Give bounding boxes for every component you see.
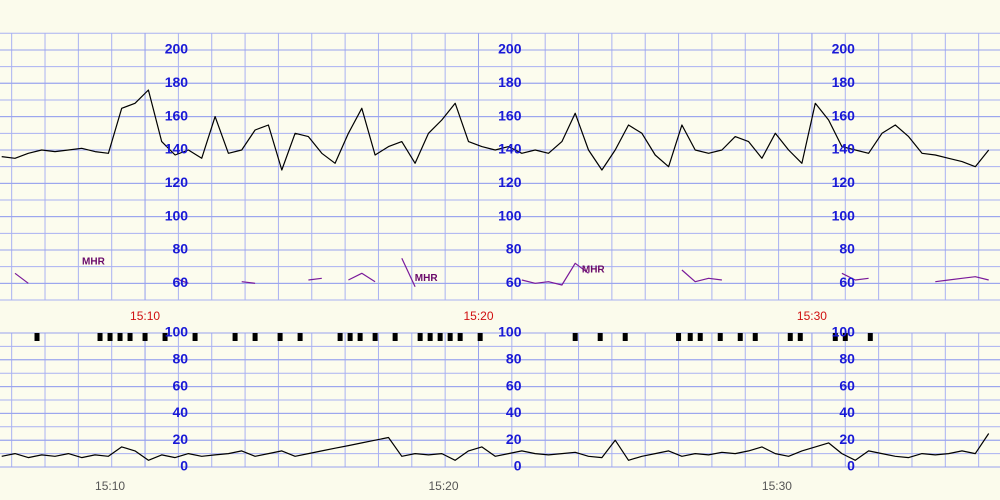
event-marker <box>867 333 873 341</box>
y-tick-label: 120 <box>832 174 856 190</box>
event-marker <box>697 333 703 341</box>
event-marker <box>477 333 483 341</box>
panel <box>0 332 1000 468</box>
y-tick-label: 160 <box>498 107 522 123</box>
y-tick-label: 180 <box>832 74 856 90</box>
event-marker <box>832 333 838 341</box>
event-marker <box>737 333 743 341</box>
event-marker <box>34 333 40 341</box>
y-tick-label: 60 <box>506 377 522 393</box>
y-tick-label: 80 <box>172 351 188 367</box>
y-tick-label: 200 <box>832 41 856 57</box>
event-marker <box>192 333 198 341</box>
event-marker <box>752 333 758 341</box>
event-marker <box>676 333 682 341</box>
y-tick-label: 200 <box>165 41 189 57</box>
event-marker <box>142 333 148 341</box>
y-tick-label: 60 <box>839 377 855 393</box>
event-marker <box>277 333 283 341</box>
event-marker <box>687 333 693 341</box>
trace-line <box>1 89 990 171</box>
trace-line <box>1 433 990 461</box>
annotation: MHR <box>82 256 106 267</box>
event-marker <box>127 333 133 341</box>
y-tick-label: 180 <box>498 74 522 90</box>
y-tick-label: 20 <box>839 431 855 447</box>
y-tick-label: 80 <box>506 351 522 367</box>
event-marker <box>417 333 423 341</box>
y-tick-label: 120 <box>165 174 189 190</box>
y-tick-label: 160 <box>832 107 856 123</box>
x-tick-label: 15:10 <box>95 479 125 493</box>
event-marker <box>427 333 433 341</box>
x-tick-label: 15:20 <box>428 479 458 493</box>
y-tick-label: 100 <box>165 324 189 340</box>
y-tick-label: 180 <box>165 74 189 90</box>
y-tick-label: 80 <box>839 241 855 257</box>
x-tick-label: 15:10 <box>130 309 160 323</box>
event-marker <box>337 333 343 341</box>
y-tick-label: 120 <box>498 174 522 190</box>
y-tick-label: 20 <box>506 431 522 447</box>
event-marker <box>597 333 603 341</box>
y-tick-label: 100 <box>498 207 522 223</box>
annotation: MHR <box>415 273 439 284</box>
x-tick-label: 15:30 <box>797 309 827 323</box>
y-tick-label: 200 <box>498 41 522 57</box>
event-marker <box>392 333 398 341</box>
event-marker <box>347 333 353 341</box>
y-tick-label: 60 <box>172 274 188 290</box>
event-marker <box>297 333 303 341</box>
y-tick-label: 140 <box>165 141 189 157</box>
event-marker <box>232 333 238 341</box>
event-marker <box>372 333 378 341</box>
event-marker <box>447 333 453 341</box>
event-marker <box>117 333 123 341</box>
y-tick-label: 20 <box>172 431 188 447</box>
event-marker <box>97 333 103 341</box>
y-tick-label: 100 <box>832 324 856 340</box>
y-tick-label: 40 <box>172 404 188 420</box>
trace-line <box>14 258 989 287</box>
x-tick-label: 15:20 <box>463 309 493 323</box>
event-marker <box>797 333 803 341</box>
panel <box>0 32 1000 301</box>
event-marker <box>107 333 113 341</box>
y-tick-label: 40 <box>839 404 855 420</box>
event-marker <box>842 333 848 341</box>
event-marker <box>457 333 463 341</box>
y-tick-label: 80 <box>839 351 855 367</box>
y-tick-label: 60 <box>506 274 522 290</box>
y-tick-label: 140 <box>498 141 522 157</box>
y-tick-label: 140 <box>832 141 856 157</box>
event-marker <box>622 333 628 341</box>
y-tick-label: 60 <box>839 274 855 290</box>
event-marker <box>787 333 793 341</box>
y-tick-label: 80 <box>172 241 188 257</box>
y-tick-label: 0 <box>180 458 188 474</box>
event-marker <box>252 333 258 341</box>
y-tick-label: 40 <box>506 404 522 420</box>
y-tick-label: 0 <box>847 458 855 474</box>
event-marker <box>357 333 363 341</box>
x-tick-label: 15:30 <box>762 479 792 493</box>
event-marker <box>572 333 578 341</box>
event-marker <box>437 333 443 341</box>
event-marker <box>717 333 723 341</box>
event-marker <box>162 333 168 341</box>
y-tick-label: 160 <box>165 107 189 123</box>
y-tick-label: 100 <box>832 207 856 223</box>
y-tick-label: 100 <box>498 324 522 340</box>
y-tick-label: 100 <box>165 207 189 223</box>
y-tick-label: 80 <box>506 241 522 257</box>
y-tick-label: 60 <box>172 377 188 393</box>
y-tick-label: 0 <box>514 458 522 474</box>
annotation: MHR <box>582 265 606 276</box>
